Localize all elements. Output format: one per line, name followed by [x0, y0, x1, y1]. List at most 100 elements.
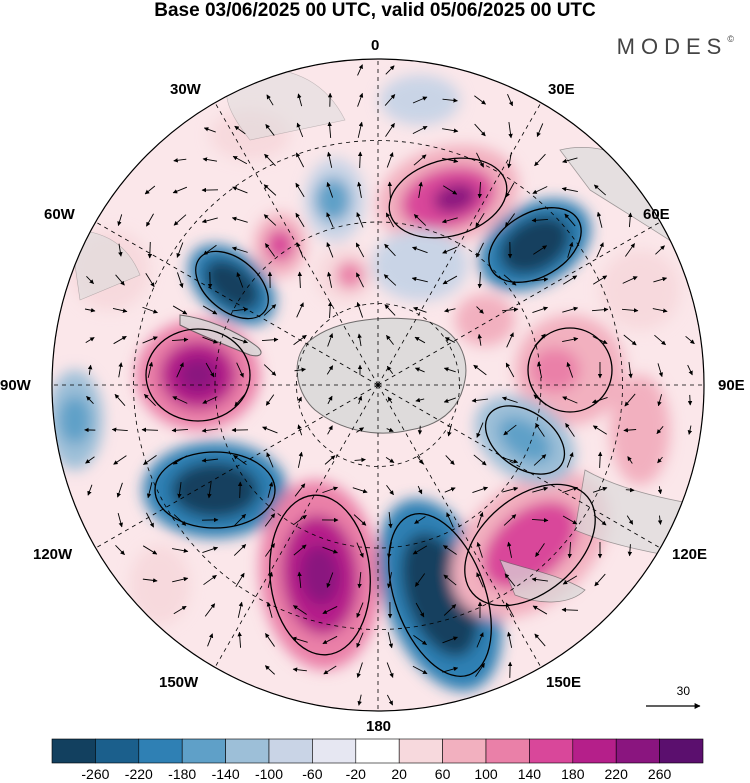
wind-arrow: [327, 301, 333, 319]
wind-arrow: [87, 484, 93, 496]
wind-arrow: [293, 334, 307, 346]
wind-arrow: [505, 362, 515, 378]
wind-arrow: [173, 158, 187, 163]
wind-arrow: [87, 364, 93, 375]
meridian-line: [377, 384, 661, 549]
wind-arrow: [237, 601, 244, 618]
wind-arrow: [296, 302, 304, 318]
wind-arrow: [202, 546, 219, 553]
wind-arrow: [202, 396, 218, 404]
wind-arrow: [235, 572, 245, 588]
colorbar-tick-label: -260: [81, 766, 110, 782]
contour-line: [464, 483, 596, 607]
wind-arrow: [264, 665, 276, 675]
lat-lon-grid: [52, 59, 704, 711]
anomaly-blob: [130, 545, 190, 625]
wind-arrow: [324, 455, 336, 465]
wind-arrow: [414, 516, 426, 524]
wind-arrow: [385, 65, 395, 75]
wind-arrow: [386, 152, 394, 168]
wind-arrow: [687, 364, 693, 376]
colorbar-swatch: [51, 738, 96, 764]
wind-arrow: [657, 363, 663, 378]
wind-arrow: [594, 573, 606, 587]
wind-arrow: [322, 486, 338, 494]
wind-arrow: [236, 362, 244, 378]
wind-arrow: [357, 121, 364, 138]
wind-arrow: [357, 181, 362, 198]
wind-arrow: [355, 242, 365, 258]
wind-arrow: [326, 182, 334, 198]
wind-arrow: [84, 307, 96, 313]
wind-arrow: [327, 333, 334, 347]
wind-arrow: [116, 482, 123, 498]
wind-arrow: [473, 364, 487, 376]
wind-arrow: [144, 394, 156, 406]
wind-arrow: [207, 482, 212, 499]
wind-arrow: [591, 397, 608, 404]
wind-arrow: [387, 181, 393, 199]
colorbar-tick-label: 20: [391, 766, 407, 782]
wind-arrow: [442, 636, 458, 644]
wind-arrow: [625, 487, 635, 493]
wind-arrow: [357, 571, 362, 589]
wind-arrow: [326, 365, 334, 375]
wind-arrow: [234, 393, 246, 407]
wind-arrow: [622, 276, 638, 284]
wind-arrow: [625, 243, 635, 257]
colorbar-swatch: [659, 738, 704, 764]
wind-arrow: [503, 424, 517, 436]
wind-arrow: [297, 271, 303, 289]
colorbar-tick-label: 180: [561, 766, 585, 782]
wind-arrow: [476, 242, 484, 258]
anomaly-blob: [315, 178, 351, 222]
wind-arrow: [596, 211, 603, 228]
wind-arrow: [627, 456, 633, 464]
wind-arrow: [114, 393, 126, 407]
wind-arrow: [442, 666, 459, 673]
wind-arrow: [172, 455, 188, 465]
contour-line: [527, 327, 613, 413]
wind-arrow: [203, 127, 216, 133]
colorbar-tick-label: 220: [604, 766, 628, 782]
colorbar-tick-label: -180: [168, 766, 197, 782]
wind-arrow: [687, 394, 693, 406]
wind-arrow: [474, 123, 486, 137]
lon-label-120w: 120W: [33, 546, 73, 563]
wind-arrow: [476, 632, 484, 648]
wind-arrow: [506, 631, 513, 648]
wind-arrow: [597, 451, 603, 468]
wind-arrow: [384, 243, 396, 257]
wind-arrow: [172, 548, 189, 553]
anomaly-blob: [336, 261, 364, 289]
wind-arrow: [475, 212, 485, 228]
wind-arrow: [534, 633, 546, 647]
wind-arrow: [562, 275, 578, 285]
wind-arrow: [326, 572, 334, 588]
wind-arrow: [384, 304, 396, 316]
wind-arrow: [385, 212, 395, 228]
wind-arrow: [112, 307, 128, 313]
wind-arrow: [417, 485, 423, 495]
wind-arrow: [534, 153, 546, 167]
latitude-circle: [133, 140, 623, 630]
wind-arrow: [356, 212, 364, 228]
wind-arrow: [565, 422, 575, 437]
wind-arrow: [176, 242, 184, 258]
wind-arrow: [357, 395, 363, 405]
wind-arrow: [177, 272, 184, 289]
wind-arrow: [267, 481, 274, 498]
anomaly-blob: [499, 215, 571, 275]
wind-arrow: [593, 184, 607, 196]
meridian-line: [95, 384, 379, 549]
wind-arrow: [231, 216, 248, 223]
wind-arrow: [385, 123, 395, 137]
colorbar-swatch: [529, 738, 574, 764]
wind-arrow: [388, 511, 393, 529]
wind-arrow: [441, 217, 458, 224]
wind-arrow: [567, 241, 574, 258]
wind-arrow: [384, 94, 396, 106]
wind-arrow: [566, 452, 574, 468]
wind-arrow: [327, 425, 333, 435]
anomaly-blob: [530, 348, 580, 392]
